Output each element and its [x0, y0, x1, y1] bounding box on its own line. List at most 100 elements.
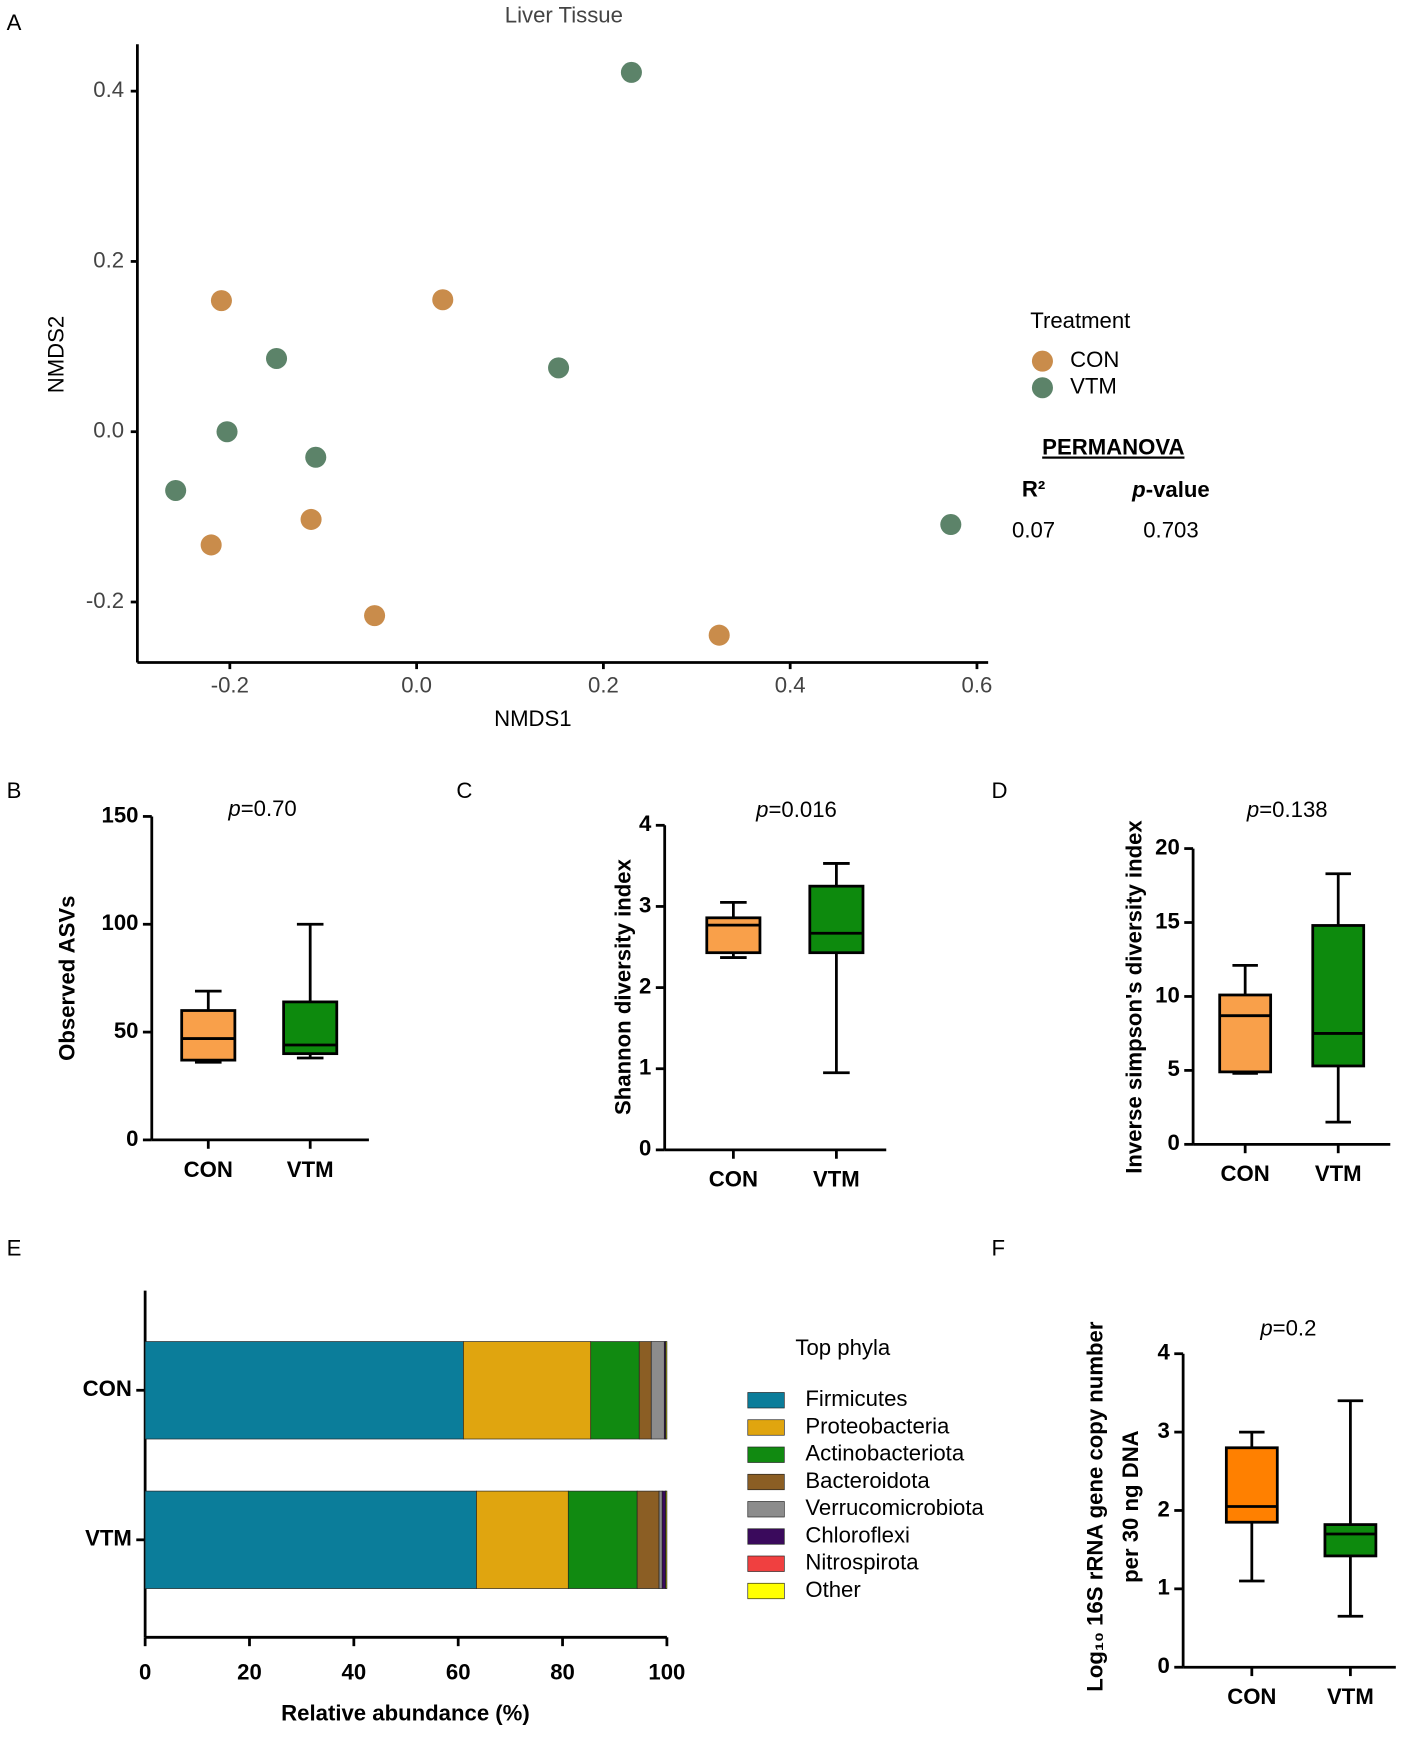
y-tick-label: 0.2 [93, 247, 124, 272]
y-tick-label: 3 [1158, 1418, 1170, 1443]
bar-segment [463, 1341, 592, 1440]
x-tick-label: 100 [648, 1660, 685, 1685]
y-axis-label: Observed ASVs [55, 896, 80, 1061]
legend-label: VTM [1070, 374, 1117, 399]
box [705, 916, 762, 955]
y-tick-label: 4 [639, 811, 652, 836]
y-tick-label: 0 [639, 1136, 651, 1161]
point [266, 347, 288, 370]
legend-swatch [1031, 377, 1053, 399]
point [364, 605, 386, 627]
bar-segment [665, 1490, 668, 1589]
r2-label: R² [1022, 477, 1045, 502]
bar-segment [144, 1341, 464, 1440]
point [620, 61, 642, 83]
x-tick-label: 0 [139, 1660, 151, 1685]
box [1311, 924, 1366, 1068]
y-axis-label: per 30 ng DNA [1118, 1430, 1143, 1583]
legend-swatch [747, 1446, 785, 1463]
x-tick-label: 20 [237, 1660, 262, 1685]
legend-label: Chloroflexi [805, 1522, 910, 1547]
y-tick-label: 10 [1155, 982, 1180, 1007]
legend-swatch [747, 1582, 785, 1600]
legend-title: Top phyla [795, 1335, 890, 1360]
y-tick-label: 0 [1158, 1653, 1170, 1678]
x-tick-label: VTM [813, 1167, 860, 1192]
chart-title: p=0.138 [1246, 797, 1328, 822]
legend-label: Verrucomicrobiota [805, 1495, 984, 1520]
y-tick-label: 50 [114, 1018, 139, 1043]
point [216, 421, 238, 443]
chart-title: Liver Tissue [505, 2, 623, 27]
box [1224, 1446, 1279, 1524]
panel-letter: C [456, 778, 472, 803]
panel-letter: F [991, 1235, 1005, 1260]
chart-title: p=0.70 [227, 796, 296, 821]
y-tick-label: -0.2 [86, 588, 124, 613]
y-tick-label: 4 [1158, 1340, 1171, 1365]
point [200, 534, 222, 556]
panel-letter: D [991, 778, 1007, 803]
permanova-heading: PERMANOVA [1042, 434, 1184, 459]
legend-swatch [747, 1528, 785, 1545]
bar-segment [665, 1341, 668, 1440]
bar-segment [567, 1490, 638, 1589]
bar-segment [590, 1341, 640, 1440]
legend-swatch [747, 1501, 785, 1518]
legend-label: Bacteroidota [805, 1468, 930, 1493]
legend-label: Proteobacteria [805, 1413, 950, 1438]
panel-letter: A [7, 10, 22, 35]
panel-letter: B [7, 778, 22, 803]
x-tick-label: VTM [287, 1157, 334, 1182]
x-tick-label: VTM [1315, 1161, 1362, 1186]
legend-label: Other [805, 1577, 860, 1602]
x-tick-label: 0.6 [962, 673, 993, 698]
point [940, 514, 962, 536]
y-tick-label: 20 [1155, 834, 1180, 859]
y-axis-label: Inverse simpson's diversity index [1121, 820, 1146, 1174]
y-tick-label: 1 [639, 1055, 651, 1080]
x-tick-label: VTM [1327, 1684, 1374, 1709]
box [180, 1009, 237, 1062]
y-tick-label: 1 [1158, 1575, 1170, 1600]
x-tick-label: CON [709, 1167, 758, 1192]
p-value: 0.703 [1143, 518, 1198, 543]
x-tick-label: CON [1221, 1161, 1270, 1186]
y-tick-label: 2 [639, 973, 651, 998]
x-tick-label: -0.2 [211, 673, 249, 698]
box [1323, 1523, 1378, 1558]
x-tick-label: 0.2 [588, 673, 619, 698]
point [548, 357, 570, 379]
x-tick-label: 60 [446, 1660, 471, 1685]
y-tick-label: 5 [1167, 1056, 1179, 1081]
bar-segment [144, 1490, 477, 1589]
y-tick-label: 100 [102, 910, 139, 935]
point [300, 508, 322, 530]
y-tick-label: 0.0 [93, 418, 124, 443]
bar-segment [638, 1341, 652, 1440]
x-tick-label: 0.4 [775, 673, 806, 698]
legend-swatch [747, 1392, 785, 1409]
box [808, 884, 865, 955]
y-tick-label: 3 [639, 892, 651, 917]
legend-title: Treatment [1030, 308, 1130, 333]
bar-segment [476, 1490, 569, 1589]
y-axis-label: Shannon diversity index [611, 858, 636, 1115]
legend-swatch [747, 1473, 785, 1491]
chart-title: p=0.016 [755, 797, 837, 822]
point [210, 290, 232, 312]
legend-swatch [1031, 350, 1053, 372]
y-axis-label: Log₁₀ 16S rRNA gene copy number [1083, 1321, 1108, 1692]
r2-value: 0.07 [1012, 518, 1055, 543]
x-axis-label: NMDS1 [494, 706, 572, 731]
x-tick-label: CON [184, 1157, 233, 1182]
x-tick-label: 80 [550, 1660, 575, 1685]
y-tick-label: CON [83, 1376, 132, 1401]
y-tick-label: 0 [1167, 1130, 1179, 1155]
bar-segment [658, 1490, 663, 1589]
x-axis-label: Relative abundance (%) [281, 1701, 530, 1726]
bar-segment [636, 1490, 660, 1589]
point [432, 289, 454, 311]
y-tick-label: 15 [1155, 908, 1180, 933]
